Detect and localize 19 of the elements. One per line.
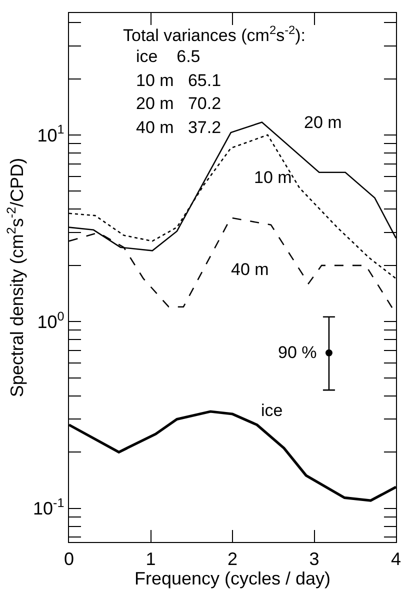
annotation: ice 6.5 [136,47,200,66]
x-tick-label: 2 [227,548,238,569]
series-label: 40 m [231,260,269,279]
x-tick-label: 3 [309,548,320,569]
annotation: 20 m 70.2 [136,94,222,113]
series-label: 10 m [254,168,292,187]
annotation: 10 m 65.1 [136,71,222,90]
series-label: 20 m [304,113,342,132]
series-label: ice [261,401,283,420]
x-tick-label: 0 [64,548,74,569]
y-tick-label: 10$^{-1}$ [33,496,64,519]
annotation: 90 % [278,343,317,362]
x-tick-label: 1 [146,548,156,569]
x-tick-label: 4 [390,548,402,569]
x-axis-title: Frequency (cycles / day) [134,568,331,589]
y-tick-label: 10$^{1}$ [37,122,64,146]
annotation: 40 m 37.2 [136,118,222,137]
y-tick-label: 10$^{0}$ [37,309,64,332]
annotation: Total variances (cm$^{2}$s$^{-2}$): [123,23,306,46]
